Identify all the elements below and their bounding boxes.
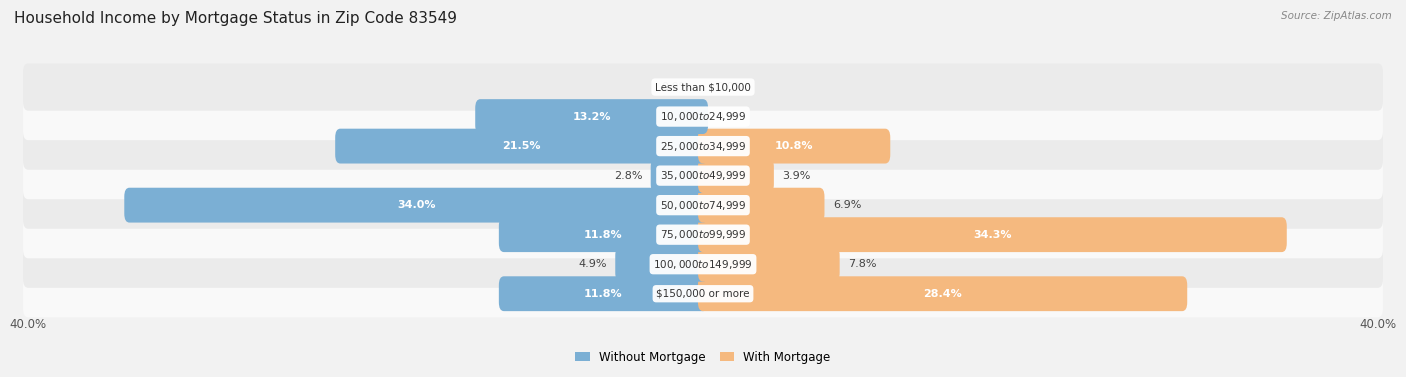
Text: 10.8%: 10.8%: [775, 141, 813, 151]
FancyBboxPatch shape: [22, 123, 1384, 170]
FancyBboxPatch shape: [697, 217, 1286, 252]
FancyBboxPatch shape: [22, 211, 1384, 258]
Text: 7.8%: 7.8%: [848, 259, 876, 269]
Text: $50,000 to $74,999: $50,000 to $74,999: [659, 199, 747, 211]
Text: $100,000 to $149,999: $100,000 to $149,999: [654, 258, 752, 271]
Text: 34.0%: 34.0%: [396, 200, 436, 210]
Text: 3.9%: 3.9%: [782, 171, 811, 181]
Text: $35,000 to $49,999: $35,000 to $49,999: [659, 169, 747, 182]
FancyBboxPatch shape: [697, 188, 824, 222]
FancyBboxPatch shape: [335, 129, 709, 164]
Text: 13.2%: 13.2%: [572, 112, 610, 121]
FancyBboxPatch shape: [22, 241, 1384, 288]
Text: Less than $10,000: Less than $10,000: [655, 82, 751, 92]
Text: 11.8%: 11.8%: [583, 289, 623, 299]
Text: 2.8%: 2.8%: [614, 171, 643, 181]
Text: Household Income by Mortgage Status in Zip Code 83549: Household Income by Mortgage Status in Z…: [14, 11, 457, 26]
Text: 0.0%: 0.0%: [717, 82, 745, 92]
Legend: Without Mortgage, With Mortgage: Without Mortgage, With Mortgage: [571, 346, 835, 368]
FancyBboxPatch shape: [22, 270, 1384, 317]
Text: 6.9%: 6.9%: [832, 200, 862, 210]
FancyBboxPatch shape: [475, 99, 709, 134]
FancyBboxPatch shape: [651, 158, 709, 193]
Text: $150,000 or more: $150,000 or more: [657, 289, 749, 299]
Text: $10,000 to $24,999: $10,000 to $24,999: [659, 110, 747, 123]
Text: 34.3%: 34.3%: [973, 230, 1011, 240]
Text: 0.0%: 0.0%: [661, 82, 689, 92]
Text: $25,000 to $34,999: $25,000 to $34,999: [659, 139, 747, 153]
Text: Source: ZipAtlas.com: Source: ZipAtlas.com: [1281, 11, 1392, 21]
FancyBboxPatch shape: [22, 63, 1384, 111]
Text: 11.8%: 11.8%: [583, 230, 623, 240]
FancyBboxPatch shape: [499, 217, 709, 252]
FancyBboxPatch shape: [697, 247, 839, 282]
FancyBboxPatch shape: [697, 129, 890, 164]
Text: 28.4%: 28.4%: [924, 289, 962, 299]
FancyBboxPatch shape: [22, 93, 1384, 140]
FancyBboxPatch shape: [124, 188, 709, 222]
Text: 0.0%: 0.0%: [717, 112, 745, 121]
FancyBboxPatch shape: [616, 247, 709, 282]
FancyBboxPatch shape: [22, 152, 1384, 199]
FancyBboxPatch shape: [697, 276, 1187, 311]
FancyBboxPatch shape: [22, 182, 1384, 229]
Text: $75,000 to $99,999: $75,000 to $99,999: [659, 228, 747, 241]
FancyBboxPatch shape: [697, 158, 773, 193]
FancyBboxPatch shape: [499, 276, 709, 311]
Text: 4.9%: 4.9%: [578, 259, 607, 269]
Text: 21.5%: 21.5%: [502, 141, 541, 151]
